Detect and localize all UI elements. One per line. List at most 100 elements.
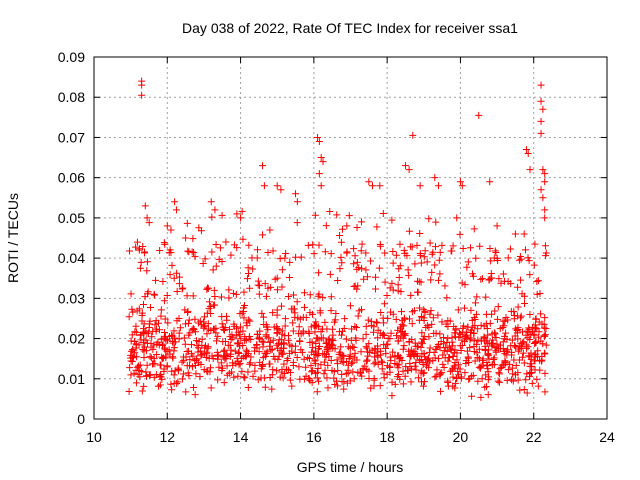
data-point (285, 336, 293, 344)
data-point (157, 312, 165, 320)
data-point (530, 339, 538, 347)
data-point (506, 360, 514, 368)
data-point (128, 305, 136, 313)
data-point (145, 219, 153, 227)
data-point (302, 372, 310, 380)
data-point (278, 350, 286, 358)
data-point (125, 313, 133, 321)
data-point (201, 322, 209, 330)
data-point (259, 162, 267, 170)
y-tick-label: 0.05 (58, 210, 85, 226)
data-point (127, 337, 135, 345)
data-point (436, 270, 444, 278)
data-point (169, 354, 177, 362)
data-point (481, 383, 489, 391)
data-point (190, 383, 198, 391)
data-point (315, 323, 323, 331)
data-point (237, 214, 245, 222)
data-point (226, 341, 234, 349)
data-point (187, 341, 195, 349)
data-point (461, 333, 469, 341)
data-point (441, 282, 449, 290)
data-point (323, 346, 331, 354)
data-point (334, 360, 342, 368)
data-point (477, 275, 485, 283)
data-point (281, 254, 289, 262)
data-point (246, 317, 254, 325)
data-point (383, 362, 391, 370)
data-point (454, 306, 462, 314)
data-point (457, 346, 465, 354)
data-point (351, 349, 359, 357)
data-point (458, 342, 466, 350)
data-point (150, 373, 158, 381)
data-point (153, 340, 161, 348)
y-tick-label: 0.03 (58, 290, 85, 306)
data-point (273, 286, 281, 294)
data-point (286, 349, 294, 357)
data-point (427, 307, 435, 315)
data-point (414, 277, 422, 285)
data-point (512, 361, 520, 369)
data-point (511, 230, 519, 238)
data-point (350, 375, 358, 383)
data-point (391, 352, 399, 360)
data-point (273, 182, 281, 190)
data-point (367, 257, 375, 265)
data-point (383, 292, 391, 300)
data-point (286, 376, 294, 384)
data-point (184, 319, 192, 327)
data-point (432, 218, 440, 226)
data-point (507, 351, 515, 359)
data-point (399, 345, 407, 353)
data-point (215, 255, 223, 263)
data-point (537, 117, 545, 125)
data-point (326, 207, 334, 215)
data-point (152, 325, 160, 333)
data-point (230, 373, 238, 381)
data-point (340, 324, 348, 332)
data-point (449, 382, 457, 390)
data-point (354, 312, 362, 320)
data-point (410, 307, 418, 315)
data-point (436, 330, 444, 338)
data-point (245, 241, 253, 249)
data-point (280, 340, 288, 348)
data-point (479, 357, 487, 365)
data-point (439, 360, 447, 368)
data-point (171, 198, 179, 206)
data-point (430, 329, 438, 337)
data-point (185, 331, 193, 339)
data-point (386, 335, 394, 343)
data-point (330, 374, 338, 382)
data-point (532, 324, 540, 332)
data-point (464, 258, 472, 266)
data-point (246, 360, 254, 368)
data-point (125, 247, 133, 255)
data-point (246, 284, 254, 292)
data-point (265, 360, 273, 368)
data-point (421, 307, 429, 315)
data-point (286, 341, 294, 349)
data-point (225, 286, 233, 294)
data-point (206, 368, 214, 376)
data-point (319, 334, 327, 342)
data-point (476, 242, 484, 250)
data-point (233, 244, 241, 252)
data-point (435, 276, 443, 284)
data-point (541, 178, 549, 186)
data-point (316, 309, 324, 317)
x-tick-label: 10 (86, 429, 102, 445)
data-point (145, 320, 153, 328)
data-point (528, 379, 536, 387)
data-point (360, 275, 368, 283)
data-point (268, 385, 276, 393)
data-point (331, 316, 339, 324)
data-point (239, 327, 247, 335)
data-point (260, 182, 268, 190)
data-point (435, 256, 443, 264)
data-point (374, 360, 382, 368)
data-point (380, 319, 388, 327)
data-point (413, 352, 421, 360)
data-point (171, 338, 179, 346)
